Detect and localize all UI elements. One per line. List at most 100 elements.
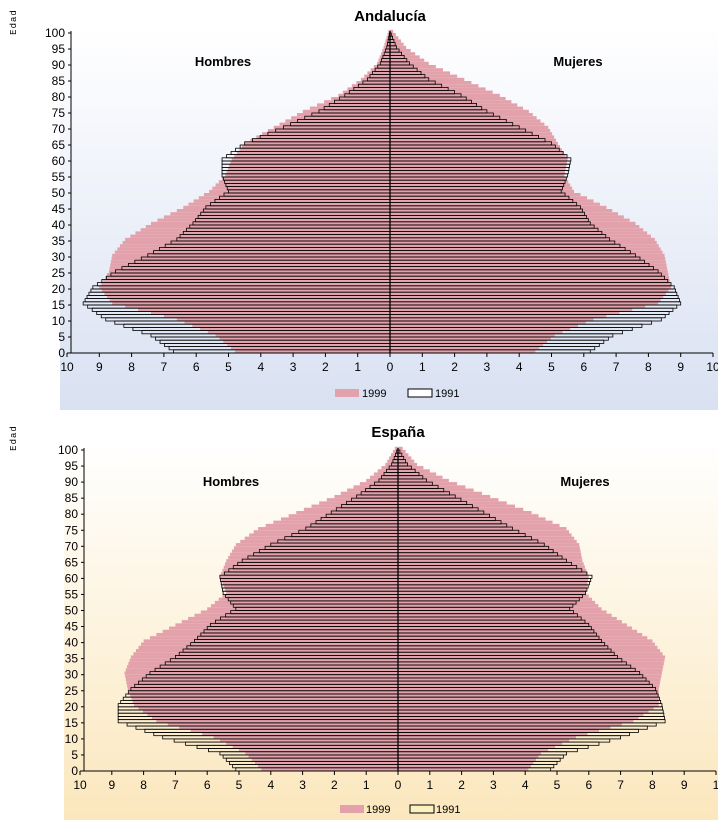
bar-1999-mujeres-age-67 <box>398 552 582 556</box>
bar-1999-mujeres-age-56 <box>398 588 587 592</box>
bar-1999-mujeres-age-1 <box>390 346 540 350</box>
bar-1999-mujeres-age-6 <box>390 330 563 334</box>
bar-1999-mujeres-age-44 <box>390 209 613 213</box>
axes-group: 0510152025303540455055606570758085909510… <box>58 443 718 792</box>
bar-1999-mujeres-age-36 <box>398 652 663 656</box>
bar-1999-hombres-age-6 <box>239 748 398 752</box>
bar-1999-hombres-age-5 <box>215 333 390 337</box>
bar-1999-mujeres-age-19 <box>398 706 654 711</box>
bar-1999-mujeres-age-85 <box>390 77 465 81</box>
bar-1999-mujeres-age-20 <box>390 285 672 289</box>
bar-1999-mujeres-age-90 <box>398 478 449 483</box>
x-tick-label: 9 <box>681 778 688 792</box>
y-tick-label: 25 <box>65 684 79 698</box>
y-tick-label: 100 <box>58 443 78 457</box>
bar-1999-mujeres-age-7 <box>390 327 571 331</box>
bar-1999-mujeres-age-52 <box>398 600 596 605</box>
bar-1999-hombres-age-52 <box>215 183 390 187</box>
bar-1999-hombres-age-18 <box>104 292 390 296</box>
x-tick-label: 10 <box>706 360 718 374</box>
bar-1999-hombres-age-48 <box>198 196 390 200</box>
bar-1999-mujeres-age-11 <box>390 314 607 318</box>
y-tick-label: 35 <box>52 234 66 248</box>
x-tick-label: 7 <box>613 360 620 374</box>
bar-1999-hombres-age-58 <box>229 164 390 168</box>
bar-1999-hombres-age-51 <box>211 604 398 608</box>
bar-1999-mujeres-age-71 <box>390 122 545 126</box>
bar-1999-mujeres-age-25 <box>398 687 659 691</box>
bar-1999-mujeres-age-66 <box>398 555 582 560</box>
bar-1999-mujeres-age-11 <box>398 732 588 736</box>
bar-1999-mujeres-age-27 <box>390 263 667 267</box>
x-tick-label: 3 <box>490 778 497 792</box>
bar-1999-mujeres-age-48 <box>390 196 588 200</box>
y-tick-label: 30 <box>65 668 79 682</box>
bar-1999-hombres-age-37 <box>135 649 398 653</box>
bar-1999-hombres-age-35 <box>130 655 398 659</box>
bar-1999-hombres-age-94 <box>382 49 390 53</box>
bar-1999-hombres-age-59 <box>230 161 390 165</box>
x-tick-label: 1 <box>419 360 426 374</box>
bar-1999-hombres-age-56 <box>226 170 390 174</box>
bar-1999-mujeres-age-84 <box>390 81 472 85</box>
bar-1999-hombres-age-28 <box>125 677 398 682</box>
legend-label-1991: 1991 <box>435 388 459 400</box>
bar-1999-hombres-age-91 <box>378 58 390 62</box>
bar-1999-hombres-age-30 <box>112 253 390 257</box>
bar-1999-hombres-age-8 <box>226 742 398 746</box>
bar-1999-hombres-age-27 <box>126 681 399 685</box>
bar-1999-hombres-age-22 <box>103 279 391 283</box>
bar-1999-mujeres-age-87 <box>398 488 474 492</box>
bar-1999-hombres-age-93 <box>377 469 398 473</box>
bar-1999-mujeres-age-79 <box>390 97 506 101</box>
bar-1999-mujeres-age-20 <box>398 703 659 707</box>
bar-1999-mujeres-age-35 <box>390 237 655 241</box>
bar-1999-hombres-age-57 <box>223 584 398 589</box>
bar-1999-mujeres-age-16 <box>398 716 639 720</box>
bar-1999-hombres-age-98 <box>391 453 398 457</box>
x-tick-label: 4 <box>522 778 529 792</box>
bar-1999-hombres-age-72 <box>285 119 390 123</box>
bar-1999-mujeres-age-15 <box>398 719 634 723</box>
bar-1999-hombres-age-25 <box>108 269 391 273</box>
y-tick-label: 80 <box>52 90 66 104</box>
bar-1999-hombres-age-99 <box>392 450 398 454</box>
y-tick-label: 45 <box>65 620 79 634</box>
bar-1999-hombres-age-68 <box>232 549 398 553</box>
y-tick-label: 55 <box>65 587 79 601</box>
bar-1999-mujeres-age-14 <box>390 305 646 309</box>
bar-1999-hombres-age-75 <box>302 109 390 113</box>
bar-1999-hombres-age-62 <box>222 568 398 572</box>
x-tick-label: 7 <box>172 778 179 792</box>
x-tick-label: 0 <box>387 360 394 374</box>
bar-1999-mujeres-age-46 <box>398 620 622 624</box>
bar-1999-hombres-age-22 <box>131 697 398 701</box>
bar-1999-mujeres-age-75 <box>390 109 529 113</box>
bar-1999-hombres-age-61 <box>234 154 390 158</box>
bar-1999-hombres-age-70 <box>235 543 398 547</box>
bar-1999-hombres-age-4 <box>219 337 390 341</box>
x-tick-label: 1 <box>426 778 433 792</box>
bar-1999-hombres-age-83 <box>319 501 398 505</box>
bar-1999-hombres-age-34 <box>122 241 390 245</box>
bar-1999-mujeres-age-86 <box>398 491 482 495</box>
bar-1999-mujeres-age-10 <box>398 735 577 739</box>
bar-1999-mujeres-age-85 <box>398 494 491 499</box>
bar-1999-mujeres-age-73 <box>398 533 572 537</box>
bar-1999-hombres-age-31 <box>125 668 398 672</box>
bar-1999-mujeres-age-9 <box>398 738 570 743</box>
bar-1999-hombres-age-33 <box>128 661 398 666</box>
bar-1999-mujeres-age-59 <box>390 161 567 165</box>
bar-1999-hombres-age-15 <box>156 719 398 723</box>
bar-1999-hombres-age-70 <box>273 125 390 129</box>
y-tick-label: 5 <box>58 330 65 344</box>
bar-1999-mujeres-age-46 <box>390 202 600 206</box>
bar-1999-hombres-age-79 <box>288 514 398 518</box>
bar-1999-hombres-age-89 <box>373 65 390 69</box>
y-tick-label: 90 <box>65 475 79 489</box>
bar-1999-mujeres-age-92 <box>390 55 420 59</box>
x-tick-label: 4 <box>516 360 523 374</box>
bar-1999-mujeres-age-62 <box>390 151 564 155</box>
bar-1999-hombres-age-71 <box>279 122 390 126</box>
legend-label-1999: 1999 <box>362 388 386 400</box>
